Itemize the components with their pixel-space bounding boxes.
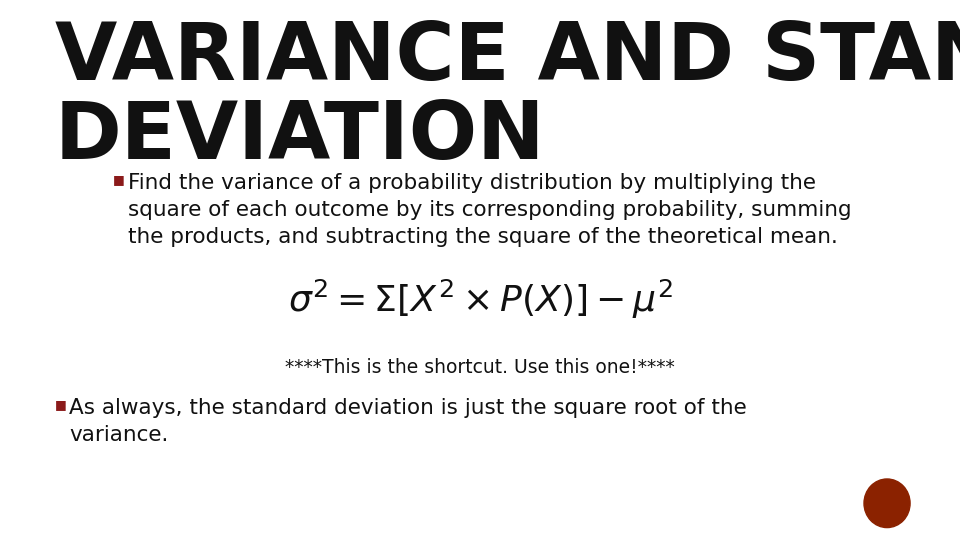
Text: DEVIATION: DEVIATION: [55, 98, 545, 176]
Text: ■: ■: [55, 398, 66, 411]
Text: ****This is the shortcut. Use this one!****: ****This is the shortcut. Use this one!*…: [285, 358, 675, 377]
Ellipse shape: [864, 479, 910, 528]
Text: Find the variance of a probability distribution by multiplying the
square of eac: Find the variance of a probability distr…: [128, 173, 852, 247]
Text: ■: ■: [113, 173, 125, 186]
Text: As always, the standard deviation is just the square root of the
variance.: As always, the standard deviation is jus…: [69, 398, 747, 445]
Text: VARIANCE AND STANDARD: VARIANCE AND STANDARD: [55, 19, 960, 97]
Text: $\sigma^2 = \Sigma[X^2 \times P(X)] - \mu^2$: $\sigma^2 = \Sigma[X^2 \times P(X)] - \m…: [288, 278, 672, 321]
